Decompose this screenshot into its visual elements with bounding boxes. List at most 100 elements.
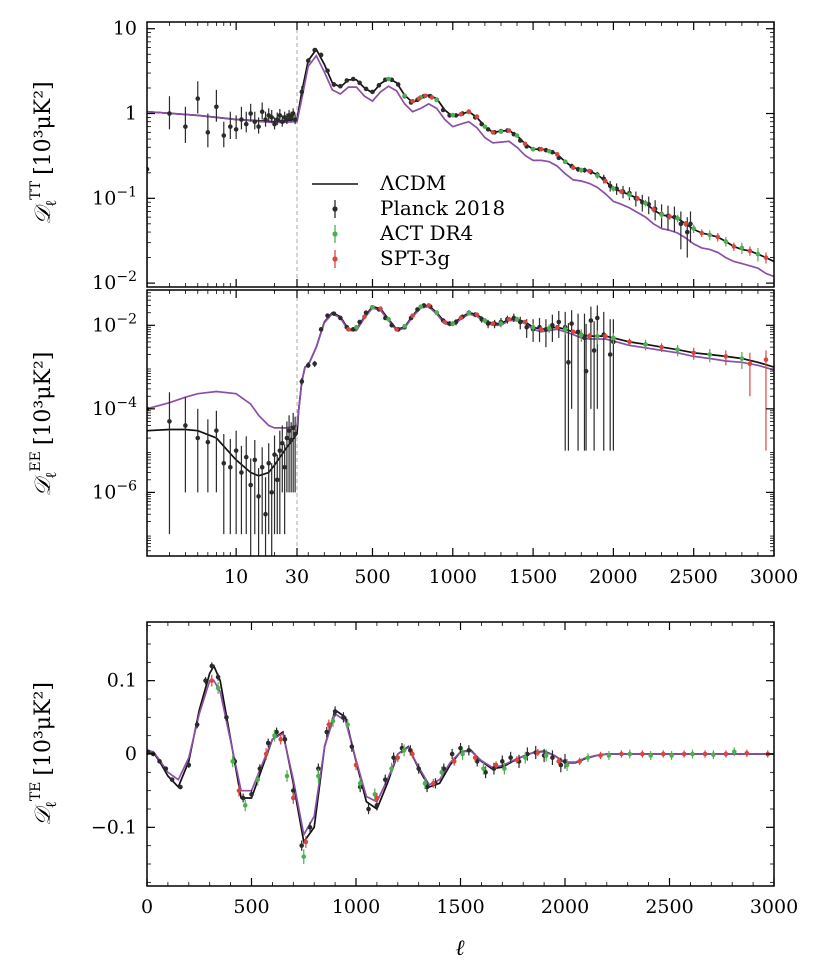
ee-series-act-dr4-point: [546, 325, 552, 331]
ee-series-planck-2018-point: [389, 323, 395, 328]
tt-series-spt-3g-point: [423, 93, 428, 99]
te-series-act-dr4-point: [389, 766, 394, 771]
tt-series-planck-2018-point: [279, 119, 285, 125]
te-series-spt-3g-point: [326, 722, 332, 727]
te-series-act-dr4-point: [690, 751, 695, 757]
te-xtick-label: 0: [141, 896, 153, 918]
te-series-planck-2018-point: [265, 740, 271, 746]
tt-series-planck-2018-point: [221, 133, 227, 138]
ee-xtick-label: 2500: [670, 566, 718, 588]
ee-series-planck-2018-point: [282, 464, 287, 470]
te-series-spt-3g-point: [535, 750, 541, 755]
ee-series-planck-2018-point: [607, 352, 613, 357]
te-series-planck-2018-point: [307, 825, 313, 830]
tt-series-model-1-curve: [147, 54, 774, 278]
te-series-act-dr4-point: [316, 773, 321, 779]
ee-series-planck-2018-points: [147, 303, 616, 556]
tt-series-planck-2018-point: [582, 167, 587, 173]
tt-series-spt-3g-point: [429, 95, 435, 100]
tt-series-planck-2018-point: [205, 130, 211, 135]
te-series-spt-3g-point: [236, 788, 242, 793]
te-series-planck-2018-point: [449, 751, 455, 757]
te-series-planck-2018-point: [558, 762, 564, 768]
te-series-spt-3g-point: [353, 762, 359, 768]
ee-series-planck-2018-point: [266, 460, 272, 466]
ee-series-planck-2018-point: [269, 490, 274, 495]
ee-series-planck-2018-point: [288, 437, 294, 443]
ee-series-act-dr4-point: [482, 318, 488, 323]
tt-series-spt-3g-point: [683, 221, 688, 227]
tt-series-planck-2018-point: [395, 82, 401, 87]
tt-series-planck-2018-point: [256, 124, 261, 129]
ee-series-spt-3g-point: [442, 319, 448, 325]
te-series-spt-3g-point: [493, 762, 499, 768]
ee-series-planck-2018-point: [290, 425, 296, 431]
te-series-planck-2018-point: [240, 795, 246, 801]
tt-series-planck-2018-point: [263, 117, 268, 122]
ee-ytick-label: 10−2: [92, 311, 137, 336]
tt-series-spt-3g-point: [587, 168, 592, 174]
tt-series-act-dr4-point: [739, 245, 745, 251]
te-series-spt-3g-point: [278, 737, 284, 742]
te-series-act-dr4-point: [330, 718, 336, 724]
tt-series-spt-3g-point: [603, 178, 608, 184]
ee-series-planck-2018-point: [248, 482, 253, 488]
tt-series-planck-2018-point: [292, 117, 298, 122]
te-series-act-dr4-point: [669, 753, 674, 758]
te-xtick-label: 1000: [332, 896, 380, 918]
te-series-act-dr4-point: [439, 770, 444, 775]
tt-series-planck-2018-point: [331, 82, 337, 87]
ee-series-planck-2018-point: [228, 464, 233, 470]
te-series-spt-3g-point: [702, 751, 708, 757]
ee-series-planck-2018-point: [591, 348, 597, 353]
ee-series-spt-3g-point: [506, 316, 512, 322]
te-series-spt-3g-point: [374, 795, 380, 801]
tt-ylabel-sub: ℓ: [42, 200, 60, 207]
te-series-spt-3g-point: [451, 759, 457, 764]
te-series-act-dr4-point: [401, 748, 407, 753]
te-series-planck-2018-point: [163, 766, 169, 771]
ee-series-spt-3g-point: [691, 350, 696, 356]
ee-xtick-label: 1500: [509, 566, 557, 588]
ee-series-planck-2018-point: [583, 368, 589, 374]
te-series-spt-3g-point: [723, 751, 729, 757]
te-series-planck-2018-point: [349, 744, 355, 749]
te-series-spt-3g-point: [514, 757, 520, 763]
ee-series-spt-3g-point: [362, 314, 367, 320]
te-series-planck-2018-point: [341, 715, 346, 720]
tt-series-planck-2018-point: [239, 117, 244, 122]
te-ylabel-units: [10³μK²]: [31, 682, 56, 776]
te-ytick-label: 0.1: [107, 670, 137, 692]
tt-series-spt-3g-point: [619, 189, 624, 194]
te-series-act-dr4-point: [522, 755, 528, 760]
te-xtick-label: 500: [233, 896, 269, 918]
ee-series-planck-2018-point: [357, 319, 362, 325]
te-series-planck-2018-point: [562, 759, 568, 764]
tt-series-act-dr4-point: [707, 232, 713, 238]
legend-act-label: ACT DR4: [379, 221, 473, 245]
ee-series-planck-2018-point: [263, 511, 268, 517]
te-series-planck-2018-point: [458, 745, 463, 751]
te-series-planck-2018-point: [491, 766, 497, 771]
te-series-act-dr4-point: [284, 773, 290, 779]
te-series-planck-2018-point: [441, 766, 447, 771]
te-series-spt-3g-point: [263, 751, 269, 757]
te-series-planck-2018-point: [282, 737, 288, 742]
tt-series-planck-2018-point: [274, 117, 280, 122]
tt-series-planck-2018-point: [370, 89, 375, 95]
te-series-act-dr4-point: [255, 777, 261, 782]
ee-series-planck-2018-point: [588, 318, 594, 323]
ee-series-act-dr4-point: [707, 352, 713, 357]
tt-series-act-dr4-point: [514, 133, 520, 138]
ee-series-planck-2018-point: [325, 313, 330, 318]
tt-series-act-dr4-point: [643, 200, 648, 206]
ee-series-planck-2018-point: [252, 457, 258, 463]
te-series-spt-3g-point: [395, 755, 401, 760]
ee-series-spt-3g-point: [474, 312, 480, 317]
tt-ylabel: 𝒟ℓTT [10³μK²]: [28, 81, 60, 224]
tt-series-planck-2018-point: [248, 111, 253, 116]
te-series-spt-3g-point: [619, 751, 624, 757]
te-series-planck-2018-point: [203, 678, 208, 683]
ee-series-spt-3g-point: [426, 303, 431, 308]
